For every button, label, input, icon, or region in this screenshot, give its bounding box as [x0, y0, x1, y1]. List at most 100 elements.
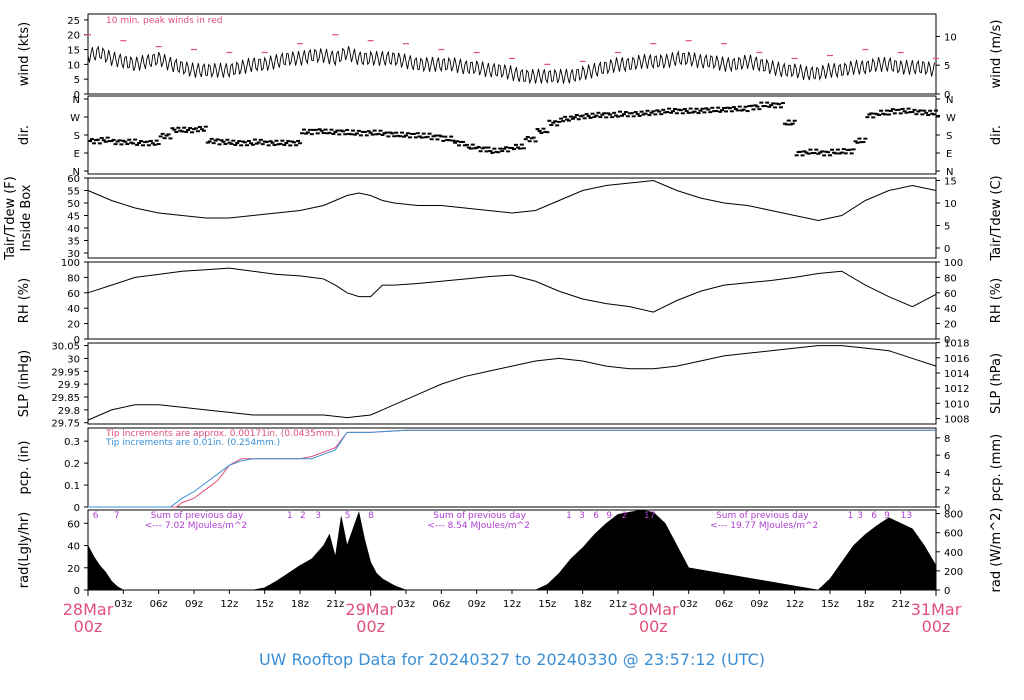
dir-point [896, 108, 901, 111]
rh-tick-left: 40 [67, 304, 80, 315]
dir-point [934, 109, 939, 112]
dir-point [213, 139, 218, 142]
rad-hour-mark: 17 [644, 511, 655, 521]
dir-point [551, 121, 556, 124]
dir-point [358, 134, 363, 137]
dir-point [669, 111, 674, 114]
dir-point [619, 114, 624, 117]
rad-hour-mark: 6 [871, 511, 877, 521]
dir-point [802, 150, 807, 153]
dir-tick-right: W [946, 113, 956, 124]
dir-point [867, 113, 872, 116]
dir-point [337, 133, 342, 136]
hour-label: 06z [150, 599, 168, 610]
dir-point [170, 127, 175, 130]
temp-tick-left: 30 [67, 249, 80, 260]
dir-point [99, 136, 104, 139]
pcp-ylabel-right: pcp. (mm) [989, 434, 1004, 501]
dir-point [678, 109, 683, 112]
dir-point [384, 131, 389, 134]
dir-point [194, 127, 198, 130]
hour-label: 15z [538, 599, 556, 610]
slp-tick-left: 29.8 [58, 406, 80, 417]
dir-point [164, 134, 169, 137]
pcp-tick-right: 2 [944, 486, 950, 497]
temp-tick-left: 40 [67, 224, 80, 235]
dir-point [235, 141, 240, 144]
dir-tick-right: E [946, 149, 952, 160]
slp-panel: SLP (inHg) SLP (hPa) 29.75 29.8 29.85 29.9 29.… [17, 339, 1004, 430]
dir-point [698, 109, 703, 112]
slp-tick-right: 1014 [944, 369, 969, 380]
rh-tick-right: 60 [944, 289, 957, 300]
dir-point [502, 147, 507, 150]
dir-tick-left: N [73, 95, 80, 106]
dir-point [162, 137, 167, 140]
rad-tick-right: 800 [944, 510, 963, 521]
dir-point [655, 109, 660, 112]
rh-series-line [87, 267, 937, 313]
dir-point [755, 105, 760, 108]
dir-point [411, 132, 416, 135]
temp-ylabel-left: Tair/Tdew (F) [3, 176, 18, 261]
dir-point [402, 135, 407, 138]
dir-point [798, 150, 803, 153]
dir-point [103, 140, 108, 143]
dir-point [818, 151, 823, 154]
temp-ylabel-left: Inside Box [19, 184, 34, 251]
pcp-tick-right: 4 [944, 468, 950, 479]
rad-ylabel-left: rad(Lgly/hr) [17, 512, 32, 588]
dir-point [307, 128, 312, 131]
dir-point [453, 141, 458, 144]
dir-point [354, 132, 359, 135]
dir-point [270, 141, 275, 144]
day-label-date: 30Mar [628, 600, 679, 619]
dir-frame [87, 95, 937, 175]
dir-point [419, 136, 424, 139]
dir-point [478, 150, 483, 153]
dir-point [904, 111, 909, 114]
slp-ylabel-right: SLP (hPa) [989, 353, 1004, 414]
dir-point [912, 108, 917, 111]
dir-point [203, 125, 208, 128]
hour-label: 18z [574, 599, 592, 610]
dir-point [661, 108, 666, 111]
temp-tick-right: 15 [944, 177, 957, 188]
rh-panel: RH (%) RH (%) 0 20 40 60 80 100 0 20 40 60 80 100 [17, 258, 1004, 346]
dir-point [119, 143, 124, 146]
dir-point [777, 103, 781, 106]
dir-point [447, 139, 452, 142]
dir-point [174, 131, 179, 134]
slp-tick-left: 29.9 [58, 380, 80, 391]
rad-tick-right: 200 [944, 567, 963, 578]
hour-label: 18z [291, 599, 309, 610]
dir-point [109, 140, 114, 143]
dir-point [523, 138, 528, 141]
dir-point [794, 154, 799, 157]
wind-tick-right: 10 [944, 32, 957, 43]
dir-point [215, 138, 220, 141]
dir-point [596, 111, 601, 114]
dir-point [853, 140, 858, 143]
dir-point [731, 106, 736, 109]
slp-tick-right: 1008 [944, 415, 969, 426]
dir-point [512, 148, 516, 151]
dir-point [127, 138, 132, 141]
dir-point [704, 107, 709, 110]
dir-point [284, 141, 289, 144]
dir-point [370, 133, 375, 136]
dir-point [537, 130, 542, 133]
rh-tick-right: 20 [944, 320, 957, 331]
dir-point [602, 112, 607, 115]
dir-point [425, 135, 430, 138]
dir-point [890, 108, 895, 111]
dir-point [629, 112, 634, 115]
dir-point [694, 107, 699, 110]
dir-point [152, 143, 157, 146]
dir-point [610, 116, 615, 119]
rad-tick-left: 40 [67, 542, 80, 553]
dir-point [932, 113, 937, 116]
rad-hour-mark: 13 [901, 511, 912, 521]
dir-point [857, 137, 862, 140]
